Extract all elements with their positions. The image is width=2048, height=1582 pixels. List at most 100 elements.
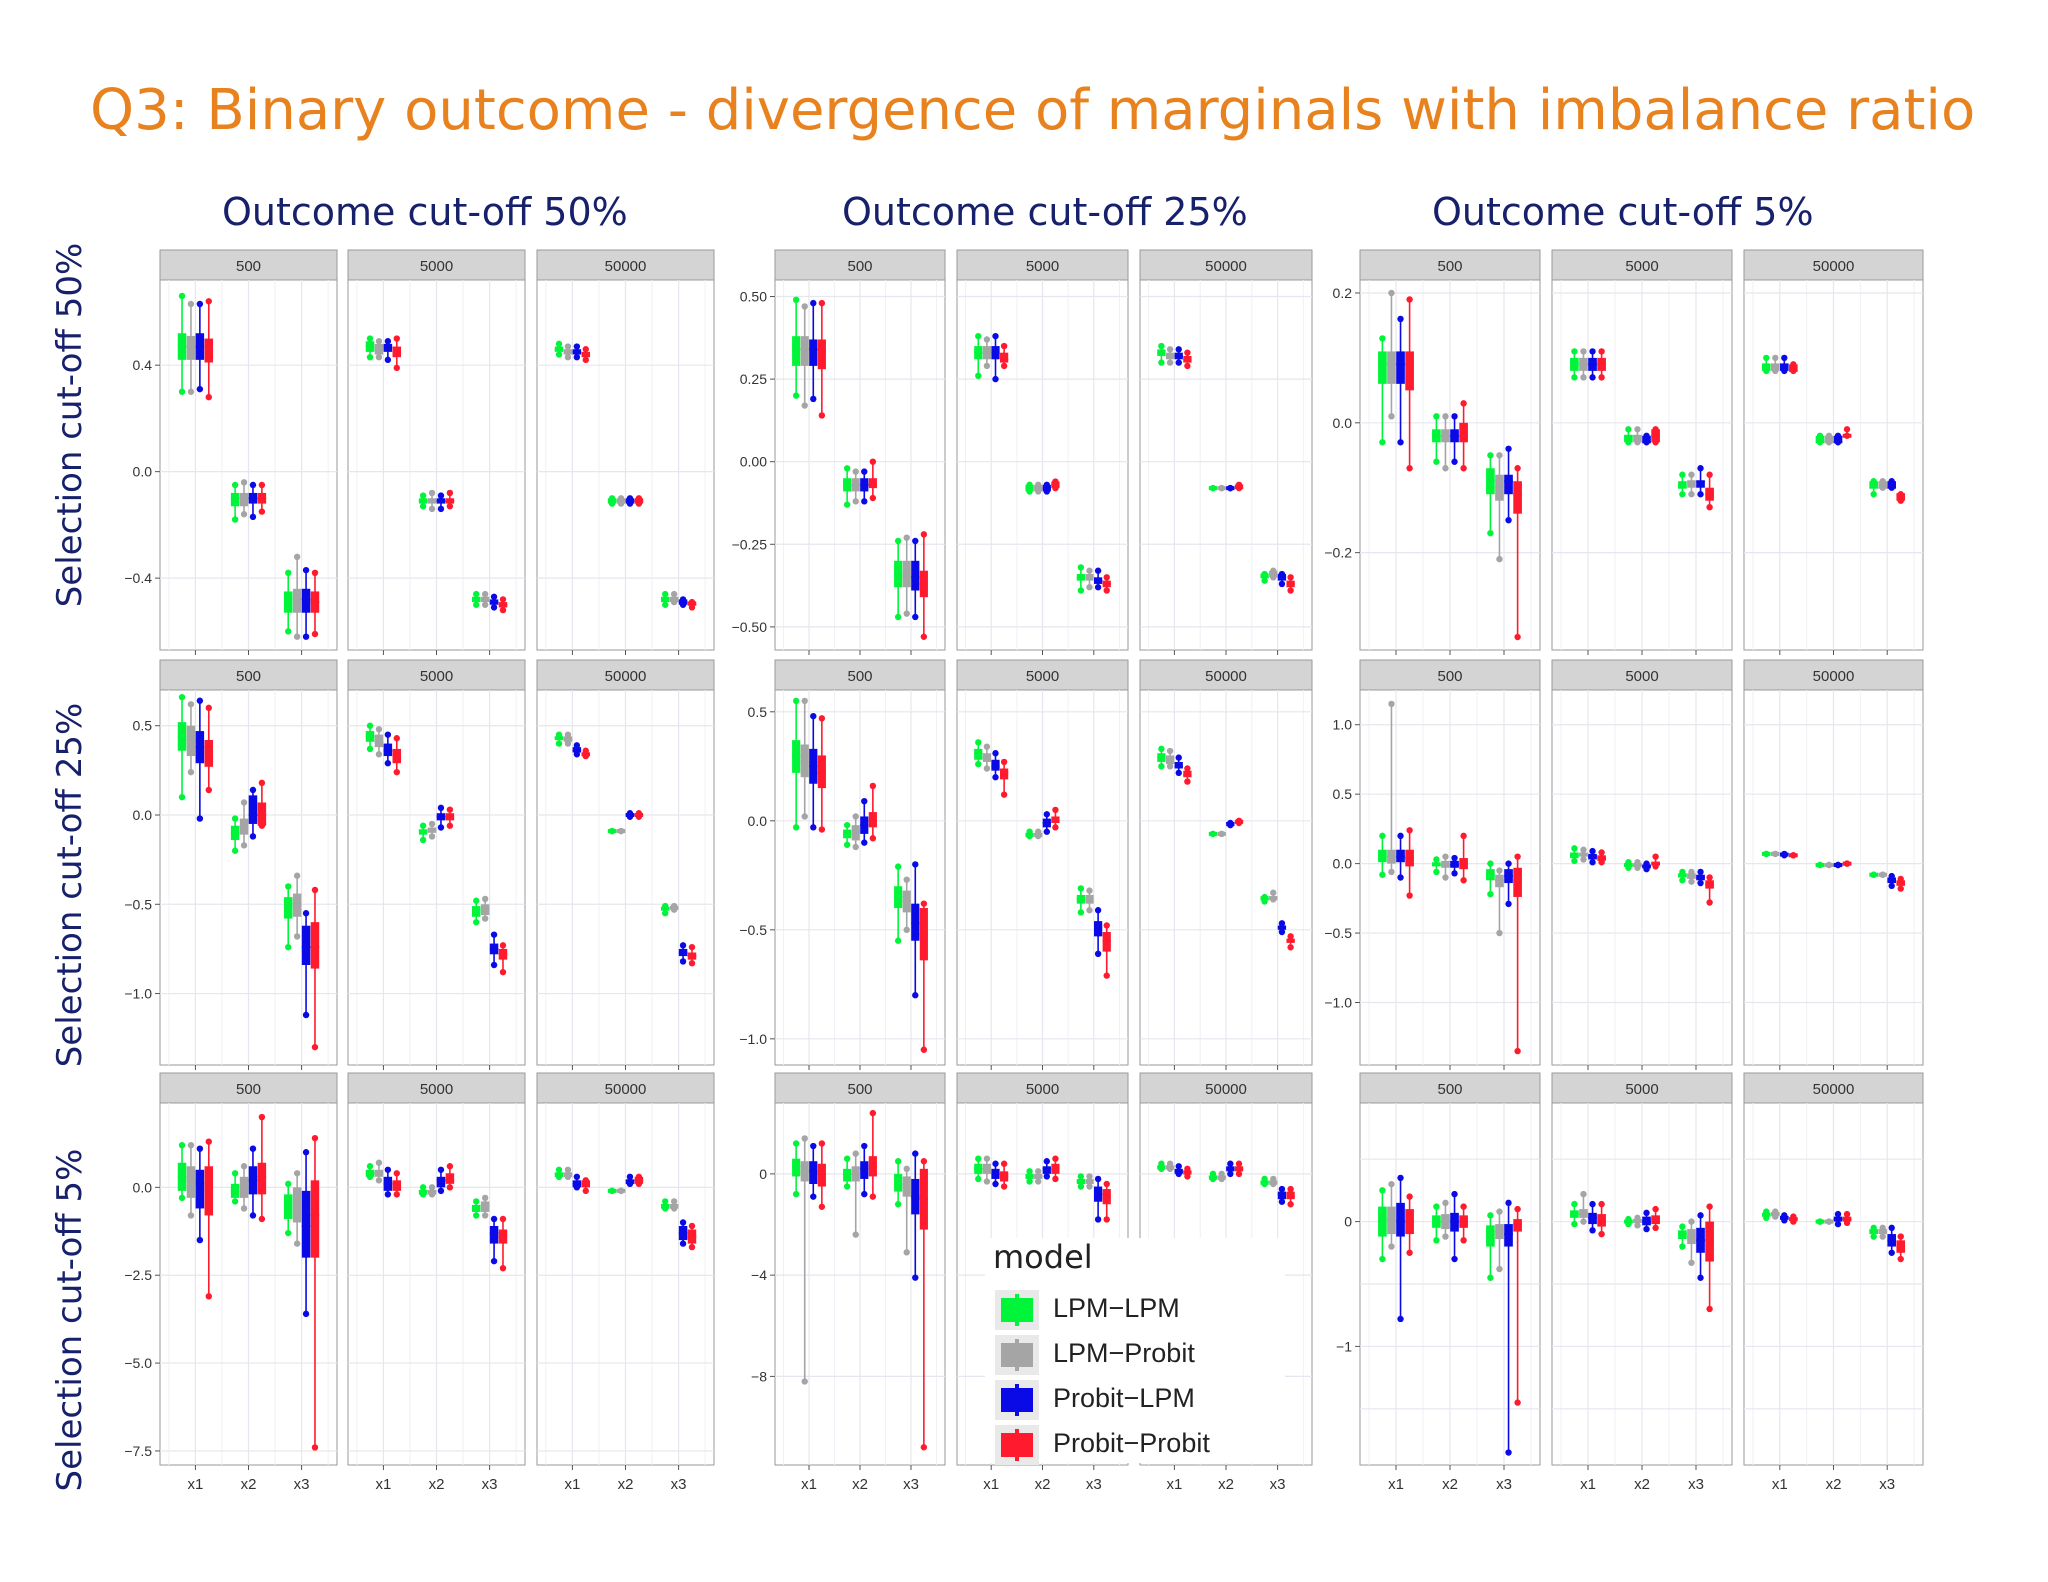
box-r2-c3-f1-x1-probit-probit-max-point [1406,827,1413,834]
box-r1-c3-f3-x1-probit-lpm-box [1780,364,1789,371]
box-r3-c1-f1-x3-lpm-lpm-box [283,1194,293,1219]
box-r1-c3-f3-x2-lpm-lpm-max-point [1816,432,1824,439]
box-r2-c3-f2-x3-probit-lpm-max-point [1697,868,1704,876]
box-r2-c1-f1-x2-probit-probit-max-point [258,779,266,787]
box-r3-c3-f3-x1-lpm-probit-min-point [1772,1213,1779,1220]
box-r2-c3-f2-x1-lpm-probit-min-point [1580,856,1587,863]
box-r3-c3-f1-x2-probit-probit-max-point [1460,1203,1467,1210]
box-r2-c1-f2-x1-lpm-lpm-max-point [366,722,374,729]
box-r1-c1-f3-x3-probit-lpm-min-point [679,601,687,608]
box-r1-c3-f3-x3-probit-lpm-box [1887,481,1897,488]
x-tick-label-r3-c2-f2-2: x3 [1086,1476,1102,1493]
box-r3-c2-f3-x1-probit-probit-box [1183,1170,1192,1175]
box-r1-c1-f1-x1-lpm-probit-box [186,335,196,360]
y-tick-label-r1-c2-f1-0: 0.50 [740,289,767,305]
box-r1-c2-f1-x1-probit-probit-box [817,339,826,370]
x-tick-label-r3-c3-f3-2: x3 [1879,1476,1895,1493]
box-r1-c2-f2-x1-lpm-lpm-max-point [975,332,982,340]
box-r1-c3-f1-x2-probit-lpm-min-point [1451,458,1458,465]
box-r1-c3-f2-x3-lpm-lpm-min-point [1679,491,1686,498]
facet-strip-label-r2-c1-f3: 50000 [605,668,647,685]
box-r2-c2-f2-x1-lpm-probit-min-point [983,765,991,772]
box-r3-c2-f1-x2-probit-lpm-box [860,1161,869,1179]
box-r1-c3-f1-x3-probit-probit-box [1513,481,1522,514]
box-r3-c2-f1-x2-probit-lpm-max-point [861,1142,868,1150]
box-r3-c1-f2-x2-probit-probit-min-point [446,1184,454,1191]
x-tick-label-r3-c2-f3-2: x3 [1270,1476,1286,1493]
y-tick-label-r2-c2-f1-3: −1.0 [739,1031,767,1047]
box-r1-c2-f2-x2-probit-lpm-min-point [1043,488,1051,495]
box-r2-c1-f1-x1-lpm-lpm-min-point [178,793,186,801]
box-r2-c2-f2-x3-probit-lpm-min-point [1094,950,1102,958]
box-r2-c3-f2-x3-probit-probit-min-point [1706,899,1713,906]
box-r3-c2-f1-x3-probit-lpm-min-point [912,1274,919,1281]
box-r2-c1-f2-x1-lpm-lpm-min-point [366,745,374,753]
box-r3-c3-f2-x3-probit-probit-box [1705,1221,1714,1262]
box-r2-c2-f3-x2-probit-probit-min-point [1235,819,1243,827]
box-r3-c3-f1-x3-probit-lpm-min-point [1505,1449,1512,1456]
y-tick-label-r3-c1-f1-2: −5.0 [124,1355,152,1371]
y-tick-label-r1-c3-f1-2: −0.2 [1324,545,1352,561]
facet-strip-label-r1-c3-f1: 500 [1437,258,1462,275]
box-r3-c1-f3-x1-lpm-probit-min-point [564,1173,572,1181]
box-r2-c2-f1-x2-probit-probit-max-point [869,782,877,790]
box-r3-c3-f1-x3-probit-probit-max-point [1514,1205,1521,1213]
box-r3-c1-f3-x1-probit-lpm-min-point [573,1184,581,1191]
facet-strip-r2-c3-f3 [1743,659,1924,691]
box-r3-c2-f1-x1-probit-probit-max-point [818,1140,826,1147]
box-r2-c1-f3-x1-lpm-lpm-max-point [555,731,563,738]
box-r3-c1-f3-x1-lpm-lpm-max-point [555,1166,563,1173]
box-r3-c1-f3-x3-lpm-lpm-min-point [662,1205,669,1212]
box-r2-c2-f3-x1-lpm-lpm-max-point [1158,745,1165,753]
box-r2-c1-f3-x3-probit-probit-max-point [688,943,696,951]
box-r3-c1-f1-x1-lpm-probit-box [186,1166,196,1198]
box-r1-c3-f1-x2-lpm-lpm-min-point [1433,458,1440,465]
box-r1-c3-f3-x1-lpm-probit-min-point [1772,367,1779,375]
box-r2-c1-f2-x3-lpm-probit-max-point [481,895,489,903]
facet-strip-label-r2-c3-f2: 5000 [1625,668,1658,685]
box-r1-c2-f3-x3-lpm-lpm-max-point [1261,570,1268,578]
box-r3-c2-f2-x3-probit-probit-min-point [1103,1216,1110,1223]
box-r2-c1-f1-x1-probit-probit-max-point [205,704,212,712]
box-r1-c3-f2-x2-lpm-lpm-max-point [1625,426,1632,433]
box-r1-c3-f2-x2-lpm-probit-box [1633,435,1642,443]
box-r2-c1-f3-x1-lpm-probit-min-point [564,740,572,747]
box-r1-c1-f1-x2-lpm-probit-max-point [240,479,248,486]
box-r2-c1-f2-x2-probit-probit-min-point [446,822,454,829]
box-r1-c3-f3-x3-lpm-probit-box [1878,481,1887,488]
box-r1-c3-f1-x3-probit-probit-max-point [1514,465,1521,472]
box-r2-c3-f2-x1-probit-probit-min-point [1598,859,1605,866]
box-r3-c1-f2-x3-lpm-lpm-min-point [473,1212,480,1219]
box-r1-c2-f3-x3-probit-probit-max-point [1287,574,1294,581]
box-r3-c2-f2-x3-lpm-probit-min-point [1086,1183,1093,1190]
box-r1-c2-f2-x3-lpm-lpm-max-point [1077,564,1085,571]
box-r3-c2-f1-x3-lpm-probit-max-point [903,1165,910,1173]
box-r1-c2-f1-x2-probit-probit-min-point [869,494,877,502]
box-r1-c2-f3-x3-lpm-probit-max-point [1270,567,1277,574]
box-r3-c3-f2-x2-probit-probit-min-point [1652,1224,1659,1232]
box-r3-c3-f1-x2-lpm-probit-max-point [1442,1199,1449,1207]
box-r2-c3-f1-x3-probit-probit-box [1513,867,1522,897]
x-tick-label-r3-c1-f1-1: x2 [241,1476,257,1493]
box-r3-c2-f1-x1-probit-lpm-box [809,1161,818,1185]
box-r2-c2-f2-x2-probit-probit-min-point [1052,824,1059,831]
box-r1-c3-f3-x3-probit-probit-min-point [1897,497,1904,504]
box-r1-c3-f1-x3-probit-lpm-max-point [1505,445,1512,452]
box-r1-c1-f3-x2-probit-probit-max-point [635,495,643,502]
box-r1-c3-f3-x2-lpm-probit-min-point [1825,439,1833,446]
box-r1-c1-f1-x3-probit-lpm-max-point [302,566,310,574]
box-r1-c1-f3-x2-probit-lpm-min-point [626,500,634,507]
y-tick-label-r3-c1-f1-3: −7.5 [124,1443,152,1459]
box-r3-c3-f1-x1-lpm-probit-box [1387,1206,1396,1235]
box-r1-c3-f2-x3-lpm-lpm-max-point [1679,471,1686,478]
box-r1-c3-f1-x1-lpm-lpm-max-point [1379,335,1386,342]
box-r3-c1-f3-x3-lpm-probit-max-point [670,1198,678,1205]
box-r3-c3-f1-x1-lpm-lpm-max-point [1379,1187,1386,1194]
box-r3-c3-f3-x3-lpm-probit-min-point [1879,1233,1886,1240]
box-r2-c2-f3-x1-probit-lpm-max-point [1175,754,1182,761]
box-r3-c3-f2-x3-probit-lpm-min-point [1697,1274,1704,1281]
box-r1-c3-f2-x2-probit-lpm-box [1642,435,1651,443]
facet-strip-r3-c1-f3 [536,1072,715,1104]
box-r3-c2-f3-x1-lpm-lpm-min-point [1158,1165,1165,1173]
facet-strip-r2-c1-f1 [159,659,338,691]
